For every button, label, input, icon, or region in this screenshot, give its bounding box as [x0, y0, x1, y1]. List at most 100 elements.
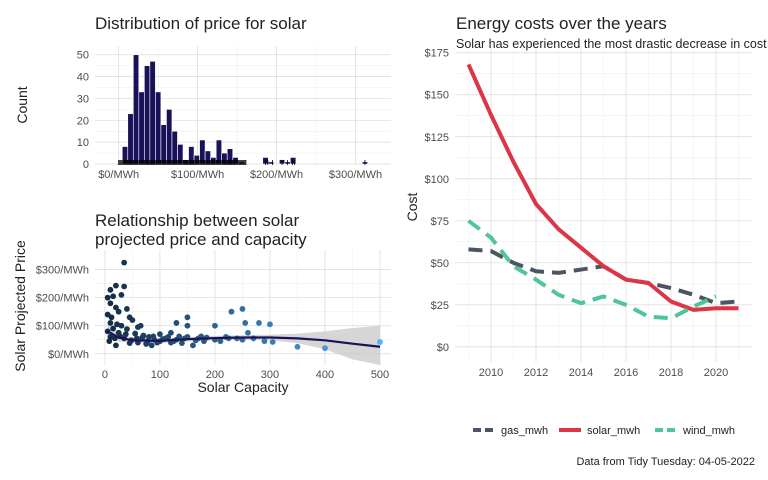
line-series-solar_mwh — [466, 63, 739, 312]
legend-label-wind_mwh: wind_mwh — [682, 425, 735, 437]
histogram-y-tick-label: 40 — [77, 72, 89, 84]
scatter-point — [110, 293, 117, 300]
scatter-point — [190, 342, 196, 349]
legend-label-solar_mwh: solar_mwh — [587, 425, 640, 437]
scatter-point — [104, 294, 111, 301]
scatter-y-tick-label: $0/MWh — [48, 349, 89, 361]
scatter-point — [108, 314, 115, 321]
histogram-y-tick-label: 0 — [83, 159, 89, 171]
scatter-point — [121, 283, 128, 290]
scatter-point — [124, 326, 130, 332]
line-y-tick-label: $50 — [431, 258, 449, 270]
scatter-title-line-1: Relationship between solar — [95, 211, 299, 230]
scatter-point — [184, 314, 191, 321]
scatter-band-area — [107, 324, 380, 365]
histogram-bar — [127, 113, 134, 165]
line-y-tick-label: $175 — [425, 48, 449, 60]
scatter-y-tick-label: $100/MWh — [36, 321, 89, 333]
scatter-point — [267, 321, 273, 328]
scatter-point — [137, 322, 144, 329]
line-x-tick-label: 2012 — [524, 367, 548, 379]
line-subtitle: Solar has experienced the most drastic d… — [456, 37, 767, 51]
scatter-point — [179, 340, 185, 347]
scatter-point — [256, 320, 262, 326]
histogram-y-axis-title: Count — [14, 86, 30, 123]
histogram-y-tick-label: 50 — [77, 50, 89, 62]
scatter-x-axis-title: Solar Capacity — [197, 379, 288, 395]
scatter-point — [122, 331, 129, 338]
scatter-point — [228, 308, 235, 315]
histogram-panel: 0 10 20 30 40 50 $0/MWh $100/MWh $200/MWh $300/M… — [14, 14, 391, 181]
histogram-y-tick-label: 10 — [77, 137, 89, 149]
scatter-point — [107, 300, 114, 307]
scatter-point — [377, 339, 383, 345]
scatter-point — [129, 317, 136, 324]
scatter-point — [294, 343, 301, 350]
scatter-point — [107, 286, 114, 293]
scatter-point — [113, 282, 119, 289]
scatter-point — [168, 329, 174, 336]
line-grid — [455, 46, 752, 362]
line-x-tick-label: 2010 — [479, 367, 503, 379]
histogram-y-tick-label: 30 — [77, 93, 89, 105]
line-y-ticks: $0 $25 $50 $75 $100 $125 $150 $175 — [425, 48, 449, 354]
histogram-bar — [290, 157, 297, 165]
line-y-tick-label: $25 — [431, 300, 449, 312]
scatter-x-ticks: 0 100 200 300 400 500 — [102, 369, 389, 381]
line-title: Energy costs over the years — [456, 14, 667, 33]
histogram-title: Distribution of price for solar — [95, 14, 307, 33]
line-x-tick-label: 2014 — [569, 367, 593, 379]
scatter-point — [124, 306, 130, 312]
scatter-point — [217, 338, 224, 345]
line-x-ticks: 2010 2012 2014 2016 2018 2020 — [479, 367, 728, 379]
histogram-bar — [138, 91, 145, 165]
scatter-x-tick-label: 0 — [102, 369, 108, 381]
scatter-y-tick-label: $300/MWh — [36, 265, 89, 277]
histogram-x-tick-label: $300/MWh — [329, 169, 382, 181]
scatter-point — [106, 338, 113, 345]
scatter-point — [114, 321, 120, 328]
scatter-point — [132, 330, 139, 337]
histogram-bar — [171, 130, 178, 165]
legend-label-gas_mwh: gas_mwh — [501, 425, 548, 437]
line-series — [466, 63, 739, 321]
line-y-tick-label: $125 — [425, 132, 449, 144]
scatter-confidence-band — [107, 324, 380, 365]
line-y-tick-label: $100 — [425, 174, 449, 186]
line-x-tick-label: 2018 — [659, 367, 683, 379]
scatter-point — [118, 291, 125, 298]
line-y-tick-label: $75 — [431, 216, 449, 228]
histogram-x-tick-label: $100/MWh — [171, 169, 224, 181]
line-x-tick-label: 2020 — [704, 367, 728, 379]
scatter-point — [121, 259, 128, 266]
histogram-y-ticks: 0 10 20 30 40 50 — [77, 50, 89, 171]
histogram-bar — [144, 65, 151, 165]
scatter-point — [269, 339, 276, 345]
line-panel: $0 $25 $50 $75 $100 $125 $150 $175 2010 2012 2014… — [404, 14, 767, 437]
scatter-title-line-2: projected price and capacity — [95, 230, 307, 249]
scatter-point — [239, 306, 246, 312]
histogram-rug — [118, 160, 366, 165]
scatter-x-tick-label: 200 — [206, 369, 224, 381]
scatter-smooth-line — [107, 330, 381, 348]
scatter-x-tick-label: 100 — [151, 369, 169, 381]
histogram-bars — [121, 54, 369, 165]
histogram-bar — [155, 91, 162, 165]
line-y-tick-label: $150 — [425, 90, 449, 102]
histogram-x-tick-label: $200/MWh — [250, 169, 303, 181]
scatter-point — [184, 322, 191, 329]
histogram-y-tick-label: 20 — [77, 115, 89, 127]
scatter-y-axis-title: Solar Projected Price — [12, 240, 28, 372]
scatter-point — [173, 320, 180, 326]
scatter-point — [148, 342, 155, 349]
scatter-point — [118, 322, 125, 329]
scatter-y-tick-label: $200/MWh — [36, 293, 89, 305]
scatter-x-tick-label: 300 — [261, 369, 279, 381]
line-y-tick-label: $0 — [437, 342, 449, 354]
scatter-point — [176, 333, 183, 340]
scatter-point — [113, 342, 119, 349]
scatter-point — [110, 325, 117, 332]
scatter-smooth-curve — [107, 330, 381, 348]
caption: Data from Tidy Tuesday: 04-05-2022 — [576, 456, 755, 468]
histogram-bar — [166, 109, 173, 165]
